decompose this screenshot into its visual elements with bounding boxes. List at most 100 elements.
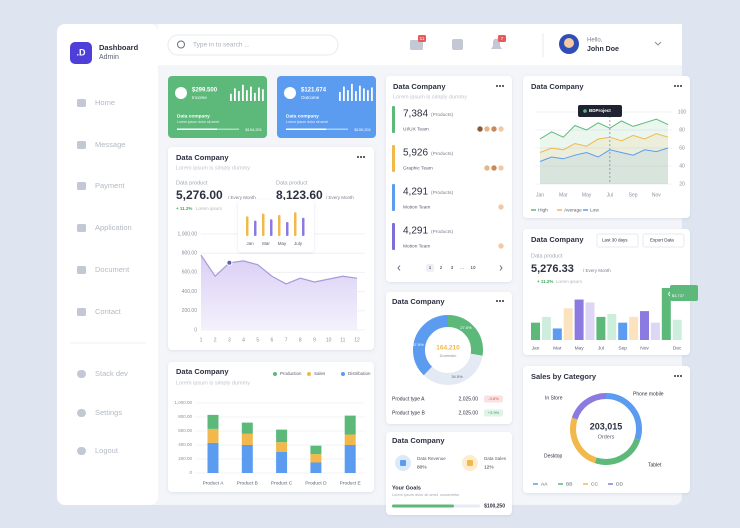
menu-dot[interactable]	[499, 85, 501, 87]
legend-label: Average	[564, 207, 582, 213]
nav-item[interactable]: Document	[95, 265, 130, 274]
nav-item[interactable]: Payment	[95, 181, 126, 190]
x-tick-label: Jul	[607, 192, 613, 198]
item-accent	[392, 223, 395, 250]
page-next[interactable]	[499, 265, 503, 271]
page-number[interactable]: 2	[440, 265, 443, 270]
page-number[interactable]: 3	[451, 265, 454, 270]
mail-icon[interactable]	[410, 40, 423, 50]
legend-dot	[307, 372, 311, 376]
change-badge	[484, 395, 503, 403]
stacked-bar	[344, 415, 356, 435]
user-name: John Doe	[587, 46, 619, 53]
page-active	[426, 264, 434, 272]
spark-bar	[250, 86, 252, 101]
stacked-bar	[344, 445, 356, 473]
team-avatar	[476, 125, 484, 133]
menu-dot[interactable]	[680, 85, 682, 87]
export-button[interactable]	[642, 233, 685, 248]
stat-company: Data company	[177, 113, 210, 119]
card	[386, 76, 512, 282]
goal-note: Lorem ipsum dolor sit amet, consectetur	[392, 493, 460, 497]
nav-item[interactable]: Logout	[95, 446, 119, 455]
card	[523, 366, 690, 493]
tooltip-month: July	[294, 241, 303, 246]
mini-bar	[286, 222, 289, 236]
bar	[541, 316, 551, 340]
legend-label: Distribution	[348, 371, 371, 376]
stat-label: Data product	[531, 253, 563, 259]
mini-bar	[278, 215, 281, 236]
menu-dot[interactable]	[502, 300, 504, 302]
x-tick-label: Product B	[237, 480, 258, 486]
item-team: Motion Team	[403, 204, 430, 210]
nav-item[interactable]: Home	[95, 98, 115, 107]
stacked-bar	[276, 452, 288, 473]
spark-bar	[242, 84, 244, 101]
menu-dot[interactable]	[496, 300, 498, 302]
nav-item[interactable]: Stack dev	[95, 369, 128, 378]
y-tick-label: 400.00	[178, 442, 192, 447]
bar	[650, 322, 660, 340]
stat-unit: / Every Month	[228, 195, 256, 200]
bar	[672, 319, 682, 340]
period-select[interactable]	[596, 233, 639, 248]
menu-dot[interactable]	[496, 85, 498, 87]
area-fill	[201, 255, 357, 330]
nav-item[interactable]: Application	[95, 223, 132, 232]
menu-dot[interactable]	[502, 85, 504, 87]
menu-dot[interactable]	[357, 156, 359, 158]
row-change: +3.9%	[488, 410, 500, 415]
stat-note: Lorem ipsum	[196, 206, 222, 211]
nav-icon	[77, 141, 86, 149]
tooltip	[578, 105, 622, 117]
page-number[interactable]: 1	[429, 265, 432, 270]
bar	[618, 322, 628, 340]
card-title: Data Company	[176, 153, 229, 162]
tooltip-month: May	[278, 241, 287, 246]
period-text: Last 30 days	[602, 238, 628, 243]
page-number[interactable]: ...	[460, 265, 464, 270]
menu-dot[interactable]	[677, 85, 679, 87]
menu-dot[interactable]	[677, 375, 679, 377]
bar	[552, 328, 562, 340]
row-name: Product type B	[392, 410, 425, 416]
stat-amount: $299.500	[192, 88, 218, 94]
chevron[interactable]	[654, 41, 662, 46]
item-accent	[392, 145, 395, 172]
spark-bar	[355, 91, 357, 101]
y-tick-label: 1,000.00	[174, 400, 192, 405]
nav-item[interactable]: Contact	[95, 307, 122, 316]
area-line	[200, 254, 358, 285]
y-tick-label: 100	[678, 109, 687, 115]
row-value: 2,025.00	[459, 410, 479, 416]
card-subtitle: Lorem ipsum is simply dummy	[176, 380, 250, 386]
search-box[interactable]	[167, 34, 339, 56]
stacked-bar	[241, 433, 253, 445]
x-tick-label: 2	[214, 337, 217, 343]
stacked-bar	[241, 422, 253, 434]
profile-icon[interactable]	[452, 39, 463, 50]
x-tick-label: Nov	[652, 192, 661, 198]
bar	[607, 314, 617, 340]
page-number[interactable]: 10	[470, 265, 476, 270]
menu-dot[interactable]	[363, 156, 365, 158]
nav-item[interactable]: Message	[95, 140, 125, 149]
segment-label: 27.6%	[460, 325, 472, 330]
menu-dot[interactable]	[680, 375, 682, 377]
category-label: Phone mobile	[633, 391, 664, 397]
menu-dot[interactable]	[360, 156, 362, 158]
nav-icon	[77, 370, 86, 378]
metric-label: Data Revenue	[417, 456, 446, 461]
menu-dot[interactable]	[674, 85, 676, 87]
line-area	[540, 119, 668, 184]
menu-dot[interactable]	[674, 375, 676, 377]
stat-value: 5,276.00	[176, 188, 223, 202]
menu-dot[interactable]	[499, 300, 501, 302]
nav-item[interactable]: Settings	[95, 408, 122, 417]
logo-text: .D	[77, 47, 87, 57]
mini-bar	[270, 219, 273, 236]
category-label: Tablet	[648, 462, 662, 468]
page-prev[interactable]	[397, 265, 401, 271]
line-series	[539, 118, 669, 140]
